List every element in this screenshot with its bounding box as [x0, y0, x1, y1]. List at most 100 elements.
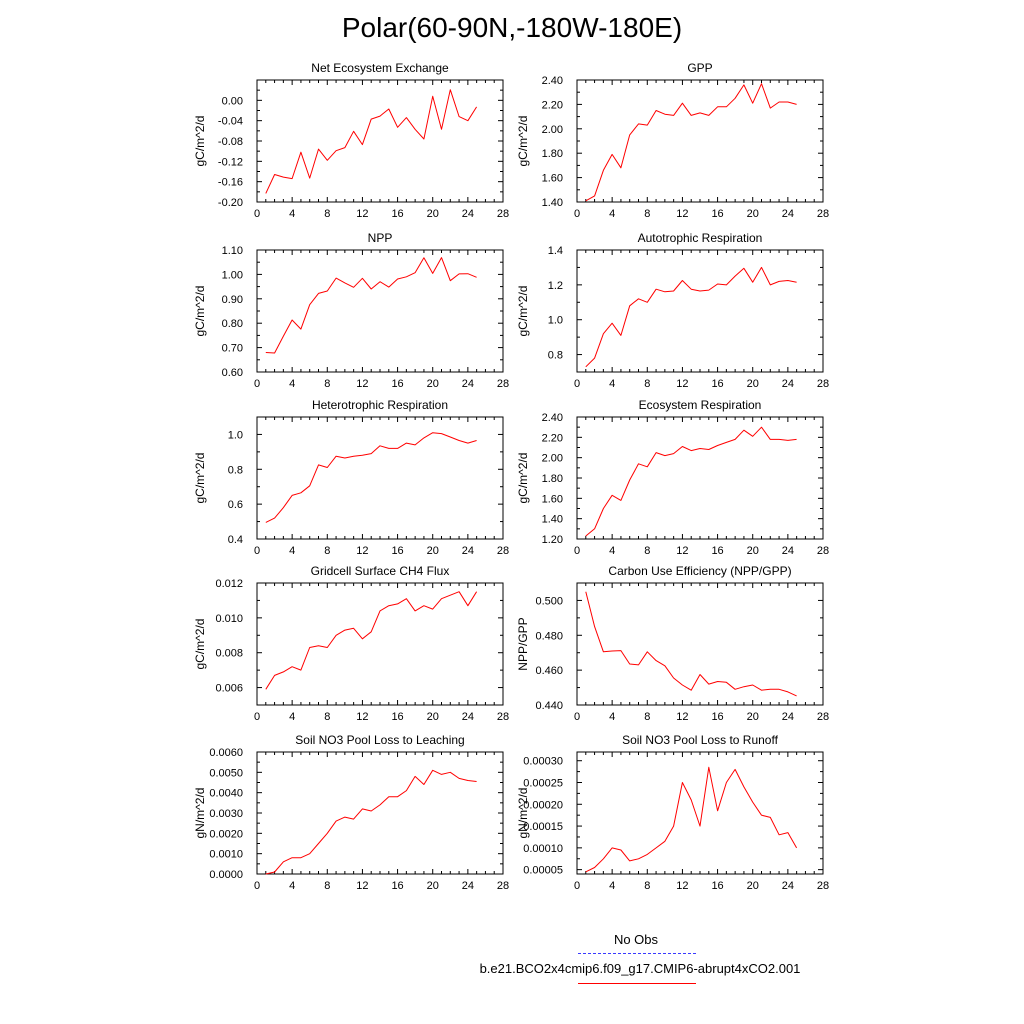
- x-tick-label: 4: [289, 880, 295, 892]
- series-line: [585, 766, 798, 873]
- plot-frame: [256, 582, 504, 706]
- y-axis-label: gC/m^2/d: [193, 453, 207, 504]
- chart-title: Soil NO3 Pool Loss to Leaching: [295, 733, 464, 747]
- x-tick-label: 8: [644, 545, 650, 557]
- y-tick-label: 0.480: [535, 630, 563, 642]
- y-tick-label: 0.6: [228, 499, 243, 511]
- x-tick-label: 20: [427, 378, 439, 390]
- y-tick-label: 0.60: [222, 367, 243, 379]
- x-tick-label: 12: [676, 711, 688, 723]
- x-tick-label: 0: [254, 711, 260, 723]
- y-tick-label: 0.0030: [209, 808, 243, 820]
- y-tick-label: 2.40: [542, 412, 563, 424]
- series-line: [585, 266, 797, 368]
- y-tick-label: -0.04: [218, 116, 243, 128]
- x-tick-label: 12: [356, 880, 368, 892]
- x-tick-label: 16: [711, 378, 723, 390]
- x-tick-label: 16: [711, 208, 723, 220]
- chart-title: Autotrophic Respiration: [638, 231, 763, 245]
- y-tick-label: 0.8: [548, 350, 563, 362]
- y-axis-label: gC/m^2/d: [516, 116, 530, 167]
- x-tick-label: 20: [747, 711, 759, 723]
- y-axis-label: gC/m^2/d: [193, 619, 207, 670]
- x-tick-label: 8: [644, 378, 650, 390]
- y-axis-label: gC/m^2/d: [516, 286, 530, 337]
- x-tick-label: 12: [356, 711, 368, 723]
- x-tick-label: 12: [676, 880, 688, 892]
- x-tick-label: 12: [676, 208, 688, 220]
- plot-frame: [576, 249, 824, 373]
- x-tick-label: 28: [497, 880, 509, 892]
- series-line: [265, 769, 477, 875]
- x-tick-label: 0: [254, 378, 260, 390]
- chart-title: NPP: [368, 231, 393, 245]
- x-tick-label: 16: [391, 880, 403, 892]
- x-tick-label: 28: [497, 545, 509, 557]
- figure-title: Polar(60-90N,-180W-180E): [341, 12, 683, 43]
- series-line: [265, 432, 477, 523]
- x-tick-label: 24: [462, 378, 474, 390]
- x-tick-label: 16: [391, 711, 403, 723]
- chart-panel-5: Heterotrophic Respiration 0 4 8 12 16 20 24 28 0.…: [193, 398, 509, 557]
- x-tick-label: 24: [782, 378, 794, 390]
- y-tick-label: 0.00030: [523, 756, 563, 768]
- chart-panel-9: Soil NO3 Pool Loss to Leaching 0 4 8 12 16 20 2…: [193, 733, 509, 892]
- legend-obs-label: No Obs: [613, 932, 659, 947]
- y-tick-label: 0.006: [215, 683, 243, 695]
- y-tick-label: 1.0: [228, 429, 243, 441]
- y-axis-label: gC/m^2/d: [193, 286, 207, 337]
- y-tick-label: 0.00010: [523, 843, 563, 855]
- chart-title: Net Ecosystem Exchange: [311, 61, 449, 75]
- x-tick-label: 20: [747, 378, 759, 390]
- x-tick-label: 4: [289, 208, 295, 220]
- y-tick-label: 0.0000: [209, 869, 243, 881]
- x-tick-label: 24: [462, 545, 474, 557]
- x-tick-label: 0: [574, 378, 580, 390]
- x-tick-label: 28: [817, 545, 829, 557]
- series-line: [265, 257, 477, 354]
- y-tick-label: 0.00005: [523, 865, 563, 877]
- legend-case-line: [578, 983, 696, 984]
- x-tick-label: 12: [676, 378, 688, 390]
- x-tick-label: 4: [609, 711, 615, 723]
- y-tick-label: 0.0040: [209, 788, 243, 800]
- x-tick-label: 8: [324, 378, 330, 390]
- x-tick-label: 24: [462, 711, 474, 723]
- series-line: [265, 591, 478, 690]
- x-tick-label: 16: [711, 711, 723, 723]
- y-tick-label: 1.80: [542, 473, 563, 485]
- chart-title: Heterotrophic Respiration: [312, 398, 448, 412]
- x-tick-label: 20: [747, 208, 759, 220]
- x-tick-label: 20: [427, 880, 439, 892]
- y-tick-label: 0.0060: [209, 747, 243, 759]
- x-tick-label: 24: [782, 208, 794, 220]
- series-line: [585, 591, 797, 697]
- y-tick-label: 0.0050: [209, 767, 243, 779]
- x-tick-label: 24: [782, 711, 794, 723]
- y-tick-label: 0.00020: [523, 799, 563, 811]
- y-axis-label: gC/m^2/d: [193, 116, 207, 167]
- x-tick-label: 0: [574, 208, 580, 220]
- y-tick-label: 0.00025: [523, 778, 563, 790]
- chart-title: GPP: [687, 61, 712, 75]
- x-tick-label: 20: [747, 545, 759, 557]
- x-tick-label: 24: [782, 880, 794, 892]
- x-tick-label: 24: [462, 880, 474, 892]
- y-tick-label: -0.20: [218, 197, 243, 209]
- plot-frame: [576, 79, 824, 203]
- y-tick-label: 0.500: [535, 595, 563, 607]
- x-tick-label: 28: [817, 208, 829, 220]
- x-tick-label: 4: [609, 880, 615, 892]
- x-tick-label: 8: [644, 208, 650, 220]
- x-tick-label: 20: [747, 880, 759, 892]
- y-tick-label: 0.4: [228, 534, 243, 546]
- chart-panel-3: NPP 0 4 8 12 16 20 24 28 0.60 0.70 0.80 0.90 1.00 1.10…: [193, 231, 509, 390]
- y-tick-label: 2.00: [542, 124, 563, 136]
- chart-panel-8: Carbon Use Efficiency (NPP/GPP) 0 4 8 12 16 20…: [516, 564, 829, 723]
- series-line: [265, 89, 478, 194]
- y-tick-label: 0.440: [535, 700, 563, 712]
- y-tick-label: 1.10: [222, 245, 243, 257]
- plot-frame: [576, 416, 824, 540]
- x-tick-label: 20: [427, 545, 439, 557]
- x-tick-label: 4: [289, 545, 295, 557]
